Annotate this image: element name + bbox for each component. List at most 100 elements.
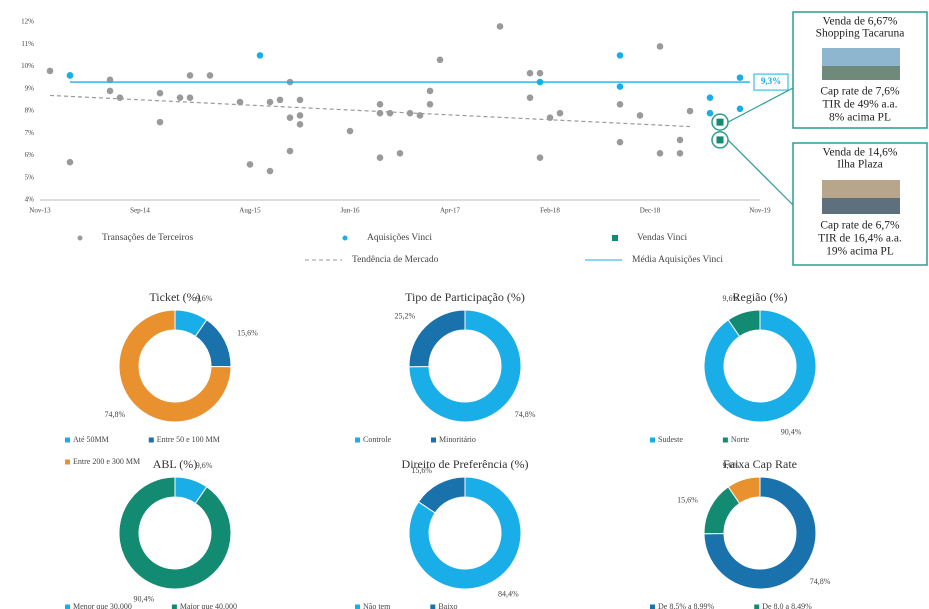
point bbox=[526, 69, 534, 77]
chart-title: Tipo de Participação (%) bbox=[405, 290, 525, 304]
value-label-box bbox=[753, 73, 789, 91]
photo bbox=[822, 66, 900, 80]
point bbox=[736, 105, 744, 113]
point bbox=[536, 69, 544, 77]
y-tick-label: 10% bbox=[21, 62, 34, 70]
point bbox=[266, 167, 274, 175]
connector bbox=[727, 87, 794, 123]
trend-line bbox=[49, 94, 691, 128]
data-label: 9,6% bbox=[196, 461, 213, 470]
donut-segment bbox=[408, 309, 522, 423]
legend-marker bbox=[430, 604, 436, 609]
donut-segment bbox=[417, 476, 466, 514]
point bbox=[376, 154, 384, 162]
data-label: 74,8% bbox=[810, 577, 831, 586]
annotation-text: Cap rate de 7,6% bbox=[820, 86, 900, 98]
y-tick-label: 4% bbox=[25, 196, 35, 204]
chart-title: ABL (%) bbox=[153, 457, 198, 471]
donut-segment bbox=[408, 309, 466, 368]
y-tick-label: 7% bbox=[25, 129, 35, 137]
point bbox=[156, 89, 164, 97]
legend-marker bbox=[77, 235, 83, 241]
annotation-title: Ilha Plaza bbox=[837, 159, 883, 171]
annotation-text: 19% acima PL bbox=[826, 246, 894, 258]
point bbox=[396, 149, 404, 157]
data-label: 84,4% bbox=[498, 590, 519, 599]
point bbox=[296, 121, 304, 128]
legend-marker bbox=[650, 437, 655, 443]
point bbox=[246, 161, 254, 168]
point bbox=[496, 23, 504, 30]
data-label: 9,6% bbox=[196, 294, 213, 303]
legend-label: De 8,5% a 8,99% bbox=[658, 602, 715, 609]
x-tick-label: Nov-19 bbox=[749, 207, 771, 215]
y-tick-label: 6% bbox=[25, 151, 35, 159]
point bbox=[186, 72, 194, 79]
point bbox=[286, 147, 294, 155]
legend-label: Controle bbox=[363, 435, 391, 444]
y-tick-label: 12% bbox=[21, 18, 34, 26]
point bbox=[526, 94, 534, 101]
point bbox=[426, 87, 434, 95]
y-tick-label: 9% bbox=[25, 84, 35, 92]
legend-label: Vendas Vinci bbox=[637, 233, 688, 243]
legend-marker bbox=[754, 604, 760, 609]
donut-segment bbox=[118, 309, 232, 423]
point bbox=[716, 136, 724, 144]
legend-label: Menor que 30.000 bbox=[73, 602, 132, 609]
point bbox=[686, 107, 694, 115]
y-tick-label: 5% bbox=[25, 173, 35, 181]
legend-label: Maior que 40.000 bbox=[180, 602, 237, 609]
point bbox=[616, 52, 624, 59]
donut-segment bbox=[727, 309, 761, 338]
point bbox=[426, 101, 434, 108]
point bbox=[656, 149, 664, 157]
x-tick-label: Apr-17 bbox=[440, 207, 461, 215]
legend-marker bbox=[65, 604, 70, 609]
legend-marker bbox=[355, 437, 360, 443]
annotation-text: Cap rate de 6,7% bbox=[820, 220, 900, 232]
legend-label: Entre 50 e 100 MM bbox=[157, 435, 220, 444]
legend-marker bbox=[342, 235, 348, 241]
annotation-text: 8% acima PL bbox=[829, 112, 891, 124]
point bbox=[286, 114, 294, 121]
point bbox=[266, 98, 274, 106]
data-label: 74,8% bbox=[105, 410, 126, 419]
legend-marker bbox=[65, 459, 70, 465]
data-label: 90,4% bbox=[134, 595, 155, 604]
x-tick-label: Aug-15 bbox=[239, 207, 261, 215]
x-tick-label: Feb-18 bbox=[540, 207, 560, 215]
legend-label: Até 50MM bbox=[73, 435, 109, 444]
annotation-text: TIR de 49% a.a. bbox=[822, 99, 897, 111]
legend-label: Baixo bbox=[438, 602, 457, 609]
point bbox=[556, 109, 564, 117]
legend-label: Minoritário bbox=[439, 435, 476, 444]
point bbox=[206, 72, 214, 79]
legend-marker bbox=[171, 604, 177, 609]
donut-segment bbox=[703, 309, 817, 423]
legend-label: De 8,0 a 8,49% bbox=[762, 602, 812, 609]
data-label: 15,6% bbox=[411, 466, 432, 475]
data-label: 74,8% bbox=[515, 410, 536, 419]
annotation-title: Venda de 6,67% bbox=[822, 16, 897, 28]
legend-marker bbox=[148, 437, 154, 443]
x-tick-label: Sep-14 bbox=[130, 207, 150, 215]
legend-label: Entre 200 e 300 MM bbox=[73, 457, 140, 466]
legend-marker bbox=[431, 437, 436, 443]
point bbox=[676, 149, 684, 157]
donut-segment bbox=[727, 476, 761, 505]
data-label: 15,6% bbox=[677, 496, 698, 505]
point bbox=[736, 74, 744, 81]
chart-title: Direito de Preferência (%) bbox=[402, 457, 529, 471]
data-label: 9,6% bbox=[723, 461, 740, 470]
point bbox=[376, 101, 384, 108]
legend-label: Norte bbox=[731, 435, 750, 444]
chart-title: Ticket (%) bbox=[149, 290, 200, 304]
legend-marker bbox=[612, 235, 618, 241]
chart-title: Região (%) bbox=[733, 290, 788, 304]
point bbox=[656, 43, 664, 50]
legend-marker bbox=[722, 437, 728, 443]
point bbox=[676, 136, 684, 144]
point bbox=[296, 112, 304, 119]
